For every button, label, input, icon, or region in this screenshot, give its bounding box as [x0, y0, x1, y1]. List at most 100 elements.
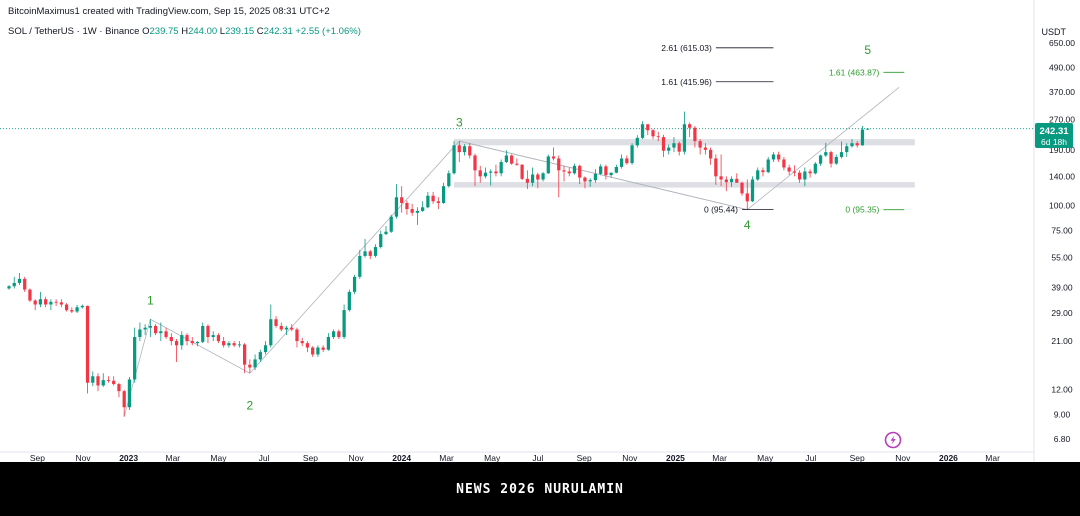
- wave-label: 5: [864, 43, 871, 57]
- candle: [337, 329, 341, 340]
- candle: [421, 201, 425, 212]
- candle: [426, 191, 430, 209]
- symbol-info: SOL / TetherUS · 1W · Binance O239.75 H2…: [8, 26, 361, 37]
- time-axis[interactable]: Sep Nov 2023 Mar May Jul Sep Nov 2024 Mar May Jul Se…: [30, 453, 1000, 462]
- candle: [352, 274, 357, 295]
- candle: [635, 135, 639, 148]
- fib-level: 0 (95.35): [845, 205, 905, 215]
- bar-countdown-label: 6d 18h: [1041, 137, 1067, 147]
- candle: [530, 167, 535, 187]
- candle: [499, 159, 503, 177]
- candle: [651, 128, 655, 140]
- y-tick-label: 490.00: [1049, 63, 1075, 73]
- candle: [750, 176, 755, 203]
- candle: [38, 291, 43, 308]
- correction-line: [459, 140, 748, 210]
- price-axis[interactable]: 650.00 490.00 370.00 270.00 190.00 140.00 100.…: [1049, 38, 1075, 444]
- candle: [756, 167, 760, 181]
- candle: [468, 143, 472, 159]
- x-tick-label: Jul: [259, 453, 270, 462]
- candle: [237, 341, 242, 348]
- candle: [614, 164, 618, 174]
- candle: [80, 304, 84, 309]
- candle: [609, 172, 613, 178]
- candle: [7, 285, 11, 290]
- y-tick-label: 650.00: [1049, 38, 1075, 48]
- candle: [258, 349, 262, 363]
- x-tick-label: 2024: [392, 453, 411, 462]
- candle: [567, 167, 571, 177]
- candle: [562, 165, 566, 182]
- candle: [195, 341, 200, 347]
- candle: [604, 164, 608, 180]
- candle: [745, 179, 749, 210]
- x-tick-label: Mar: [439, 453, 454, 462]
- currency-label[interactable]: USDT: [1041, 27, 1067, 37]
- candle: [232, 341, 236, 348]
- candle: [766, 156, 770, 174]
- candle: [106, 376, 111, 383]
- candle: [363, 239, 367, 258]
- price-chart[interactable]: 2.61 (615.03) 1.61 (415.96) 0 (95.44) 1.61 …: [0, 0, 1080, 462]
- candle: [12, 276, 16, 289]
- candle: [541, 172, 545, 182]
- candle: [777, 151, 781, 163]
- candle: [536, 172, 540, 189]
- x-tick-label: May: [757, 453, 774, 462]
- candle: [242, 343, 247, 374]
- candle: [808, 169, 812, 178]
- fib-level-label: 0 (95.44): [704, 205, 738, 215]
- candle: [23, 276, 27, 292]
- candle: [326, 333, 331, 351]
- x-tick-label: Sep: [577, 453, 592, 462]
- symbol-label[interactable]: SOL / TetherUS · 1W · Binance: [8, 26, 140, 37]
- x-tick-label: Nov: [349, 453, 365, 462]
- x-tick-label: Nov: [895, 453, 911, 462]
- candle: [101, 373, 105, 387]
- fib-levels: 2.61 (615.03) 1.61 (415.96) 0 (95.44) 1.61 …: [661, 43, 905, 215]
- candle: [546, 154, 550, 174]
- candle: [17, 272, 22, 286]
- x-tick-label: 2025: [666, 453, 685, 462]
- fib-level: 1.61 (463.87): [829, 67, 905, 77]
- low-label: L: [219, 26, 226, 37]
- candle: [44, 296, 48, 308]
- elliott-wave-line: [123, 87, 900, 417]
- candle: [824, 142, 828, 157]
- open-label: O: [142, 26, 150, 37]
- candle: [159, 322, 163, 342]
- candle: [452, 141, 456, 175]
- candle: [138, 322, 142, 342]
- candle: [201, 322, 205, 344]
- candle: [400, 186, 404, 213]
- candle: [724, 176, 728, 192]
- y-tick-label: 6.80: [1054, 434, 1071, 444]
- candle: [148, 319, 152, 338]
- wave-lines: [0, 87, 1034, 417]
- candle: [394, 184, 399, 219]
- candle: [782, 156, 786, 171]
- candles-layer: [7, 111, 870, 417]
- low-value: 239.15: [225, 26, 255, 37]
- candle: [279, 322, 283, 332]
- candle: [169, 333, 173, 346]
- tradingview-logo-icon[interactable]: [884, 431, 902, 449]
- candle: [321, 345, 325, 353]
- candle: [462, 144, 467, 156]
- candle: [771, 152, 776, 163]
- x-tick-label: May: [210, 453, 227, 462]
- candle: [75, 305, 79, 314]
- candle: [735, 173, 739, 183]
- candle: [792, 165, 797, 177]
- candle: [625, 155, 629, 165]
- wave-labels: 1 2 3 4 5: [147, 43, 871, 413]
- candle: [494, 164, 498, 177]
- candle: [588, 178, 592, 187]
- candle: [572, 163, 577, 175]
- y-tick-label: 75.00: [1051, 226, 1073, 236]
- candle: [860, 125, 865, 146]
- candle: [646, 124, 650, 136]
- change-value: +2.55 (+1.06%): [295, 26, 361, 37]
- candle: [405, 200, 409, 215]
- high-value: 244.00: [188, 26, 218, 37]
